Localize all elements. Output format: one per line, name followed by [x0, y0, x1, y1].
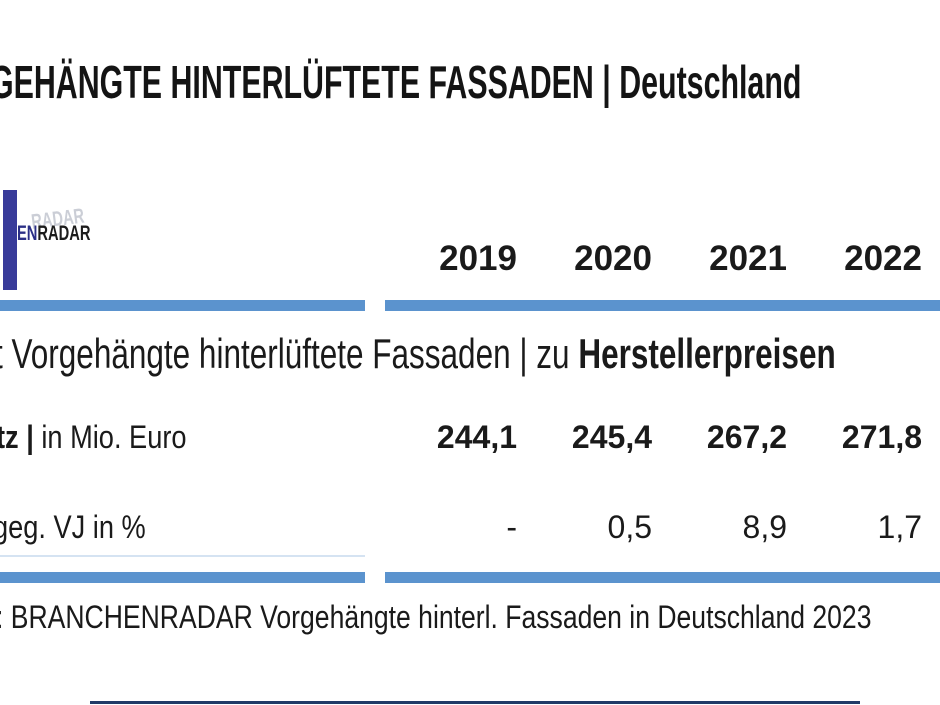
row-label-umsatz: tz | in Mio. Euro: [0, 419, 187, 455]
section-fragment: t: [0, 330, 12, 377]
logo-text-radar: RADAR: [37, 222, 91, 245]
vj-2021: 8,9: [742, 509, 787, 545]
year-header-2020: 2020: [574, 239, 652, 278]
umsatz-2022: 271,8: [841, 419, 922, 455]
section-header-row: t Vorgehängte hinterlüftete Fassaden | z…: [0, 330, 836, 378]
branchenradar-logo: ENRADAR: [17, 222, 91, 246]
table-row-umsatz-values: 244,1 245,4 267,2 271,8: [412, 419, 922, 456]
source-line: : BRANCHENRADAR Vorgehängte hinterl. Fas…: [0, 599, 872, 635]
year-header-row: 2019 2020 2021 2022: [412, 239, 922, 279]
umsatz-2021: 267,2: [706, 419, 787, 455]
top-accent-bar-left: [0, 300, 365, 311]
table-row-vj-values: - 0,5 8,9 1,7: [412, 509, 922, 546]
year-header-2019: 2019: [439, 239, 517, 278]
section-label-bold: Herstellerpreisen: [578, 330, 836, 377]
umsatz-2020: 245,4: [571, 419, 652, 455]
page-title: GEHÄNGTE HINTERLÜFTETE FASSADEN | Deutsc…: [0, 56, 802, 108]
section-label: Vorgehängte hinterlüftete Fassaden | zu: [11, 330, 579, 377]
umsatz-2019: 244,1: [436, 419, 517, 455]
bottom-accent-bar-left: [0, 572, 365, 583]
row-label-veraenderung-vj: geg. VJ in %: [0, 509, 146, 545]
year-header-2022: 2022: [844, 239, 922, 278]
vj-2020: 0,5: [607, 509, 652, 545]
top-accent-bar-right: [385, 300, 940, 311]
bottom-accent-bar-right: [385, 572, 940, 583]
logo-text-en: EN: [17, 222, 38, 245]
logo-square: [3, 190, 17, 290]
vj-2022: 1,7: [877, 509, 922, 545]
vj-2019: -: [506, 509, 517, 545]
footer-rule: [90, 701, 860, 704]
row-separator-line: [0, 555, 365, 557]
year-header-2021: 2021: [709, 239, 787, 278]
